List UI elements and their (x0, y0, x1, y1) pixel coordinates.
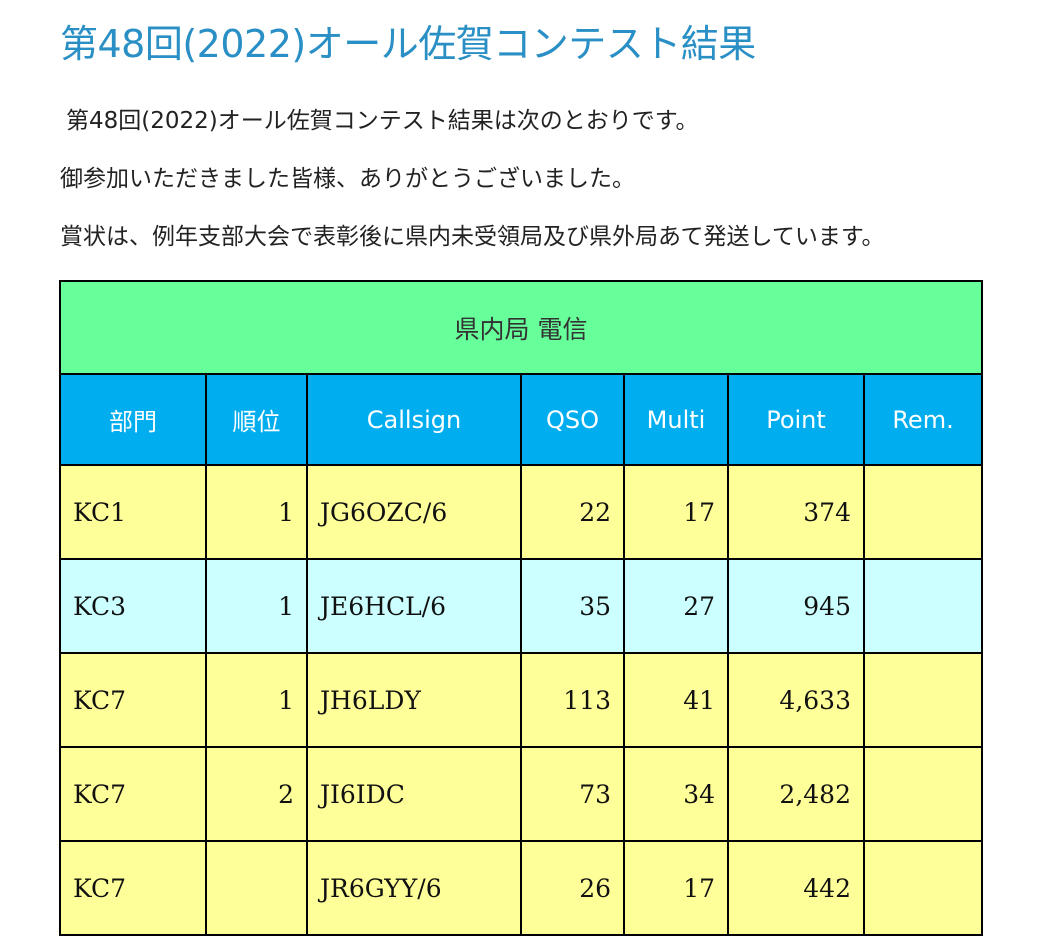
table-caption-row: 県内局 電信 (58, 280, 984, 375)
results-table: 県内局 電信 部門 順位 Callsign QSO Multi Point Re… (58, 280, 984, 936)
table-header-row: 部門 順位 Callsign QSO Multi Point Rem. (59, 373, 984, 466)
page-title: 第48回(2022)オール佐賀コンテスト結果 (60, 22, 756, 66)
cell-point: 442 (727, 840, 865, 936)
cell-category: KC1 (59, 464, 207, 560)
cell-qso: 73 (520, 746, 625, 842)
cell-qso: 35 (520, 558, 625, 654)
cell-rank: 2 (205, 746, 308, 842)
cell-point: 2,482 (727, 746, 865, 842)
cell-category: KC7 (59, 652, 207, 748)
cell-point: 4,633 (727, 652, 865, 748)
header-qso: QSO (520, 373, 625, 466)
cell-callsign: JE6HCL/6 (306, 558, 522, 654)
table-row: KC7 2 JI6IDC 73 34 2,482 (59, 746, 984, 842)
table-caption: 県内局 電信 (58, 280, 984, 375)
cell-category: KC7 (59, 746, 207, 842)
cell-rem (862, 746, 984, 842)
cell-point: 374 (727, 464, 865, 560)
cell-rank: 1 (205, 464, 308, 560)
cell-callsign: JG6OZC/6 (306, 464, 522, 560)
cell-rem (862, 652, 984, 748)
header-category: 部門 (59, 373, 207, 466)
cell-qso: 113 (520, 652, 625, 748)
cell-category: KC3 (59, 558, 207, 654)
cell-rem (862, 840, 984, 936)
cell-callsign: JH6LDY (306, 652, 522, 748)
table-row: KC7 JR6GYY/6 26 17 442 (59, 840, 984, 936)
cell-qso: 26 (520, 840, 625, 936)
cell-point: 945 (727, 558, 865, 654)
cell-rem (862, 464, 984, 560)
table-row: KC7 1 JH6LDY 113 41 4,633 (59, 652, 984, 748)
header-multi: Multi (623, 373, 729, 466)
header-rank: 順位 (205, 373, 308, 466)
cell-multi: 27 (623, 558, 729, 654)
cell-multi: 17 (623, 840, 729, 936)
table-row: KC3 1 JE6HCL/6 35 27 945 (59, 558, 984, 654)
cell-qso: 22 (520, 464, 625, 560)
award-paragraph: 賞状は、例年支部大会で表彰後に県内未受領局及び県外局あて発送しています。 (60, 224, 885, 250)
cell-rem (862, 558, 984, 654)
cell-rank (205, 840, 308, 936)
cell-rank: 1 (205, 652, 308, 748)
header-callsign: Callsign (306, 373, 522, 466)
cell-callsign: JR6GYY/6 (306, 840, 522, 936)
cell-multi: 17 (623, 464, 729, 560)
cell-multi: 41 (623, 652, 729, 748)
cell-multi: 34 (623, 746, 729, 842)
cell-callsign: JI6IDC (306, 746, 522, 842)
cell-rank: 1 (205, 558, 308, 654)
cell-category: KC7 (59, 840, 207, 936)
intro-paragraph: 第48回(2022)オール佐賀コンテスト結果は次のとおりです。 (66, 108, 699, 134)
header-point: Point (727, 373, 865, 466)
thanks-paragraph: 御参加いただきました皆様、ありがとうございました。 (60, 166, 635, 192)
header-rem: Rem. (862, 373, 984, 466)
table-row: KC1 1 JG6OZC/6 22 17 374 (59, 464, 984, 560)
